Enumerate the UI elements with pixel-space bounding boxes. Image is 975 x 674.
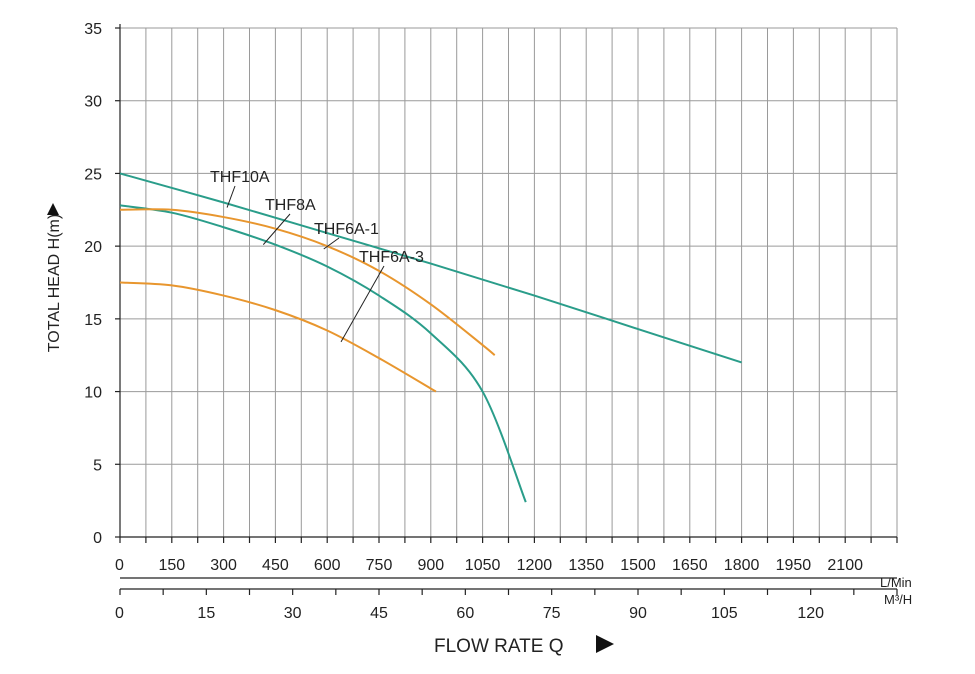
y-tick-label: 0: [93, 530, 102, 547]
leader-line: [340, 265, 385, 343]
x-tick-label-secondary: 120: [797, 605, 824, 622]
y-tick-label: 5: [93, 457, 102, 474]
series-line-thf6a-3: [119, 281, 437, 393]
leader-line: [262, 213, 291, 245]
x-tick-label-secondary: 0: [115, 605, 124, 622]
x-tick-label-secondary: 105: [711, 605, 738, 622]
x-tick-label-primary: 750: [366, 557, 393, 574]
x-tick-label-secondary: 75: [543, 605, 561, 622]
x-tick-label-secondary: 90: [629, 605, 647, 622]
x-tick-label-primary: 1350: [568, 557, 604, 574]
curve-label-thf8a: THF8A: [265, 197, 316, 214]
x-tick-label-secondary: 15: [197, 605, 215, 622]
y-tick-label: 20: [84, 239, 102, 256]
series-line-thf10a: [119, 172, 742, 364]
x-tick-label-primary: 0: [115, 557, 124, 574]
series-line-thf8a: [119, 204, 527, 503]
y-tick-label: 30: [84, 94, 102, 111]
y-tick-label: 15: [84, 312, 102, 329]
x-axis-arrow-icon: [596, 635, 614, 653]
curve-label-thf10a: THF10A: [210, 169, 270, 186]
y-axis-arrow-icon: [47, 203, 59, 215]
x-tick-label-primary: 1650: [672, 557, 708, 574]
x-unit-secondary: M³/H: [884, 592, 912, 607]
x-tick-label-primary: 2100: [827, 557, 863, 574]
leader-line: [323, 237, 340, 250]
y-tick-label: 25: [84, 166, 102, 183]
x-axis-title: FLOW RATE Q: [434, 636, 563, 657]
curve-label-thf6a-3: THF6A-3: [359, 249, 424, 266]
grid-lines: [119, 27, 898, 538]
curve-label-thf6a-1: THF6A-1: [314, 221, 379, 238]
x-tick-label-primary: 600: [314, 557, 341, 574]
x-tick-label-primary: 450: [262, 557, 289, 574]
x-tick-label-primary: 1200: [517, 557, 553, 574]
x-tick-label-primary: 1050: [465, 557, 501, 574]
x-tick-label-primary: 150: [158, 557, 185, 574]
y-tick-label: 10: [84, 385, 102, 402]
x-tick-label-secondary: 30: [284, 605, 302, 622]
x-tick-label-primary: 900: [417, 557, 444, 574]
x-unit-primary: L/Min: [880, 575, 912, 590]
x-tick-label-primary: 300: [210, 557, 237, 574]
series-line-thf6a-1: [119, 208, 496, 356]
x-tick-label-secondary: 45: [370, 605, 388, 622]
y-axis-title: TOTAL HEAD H(m): [46, 214, 63, 352]
x-tick-label-primary: 1950: [776, 557, 812, 574]
y-tick-label: 35: [84, 21, 102, 38]
x-tick-label-primary: 1800: [724, 557, 760, 574]
leader-line: [226, 185, 236, 208]
curve-labels: THF10A THF8A THF6A-1 THF6A-3: [210, 169, 424, 343]
x-tick-label-secondary: 60: [456, 605, 474, 622]
x-tick-label-primary: 1500: [620, 557, 656, 574]
